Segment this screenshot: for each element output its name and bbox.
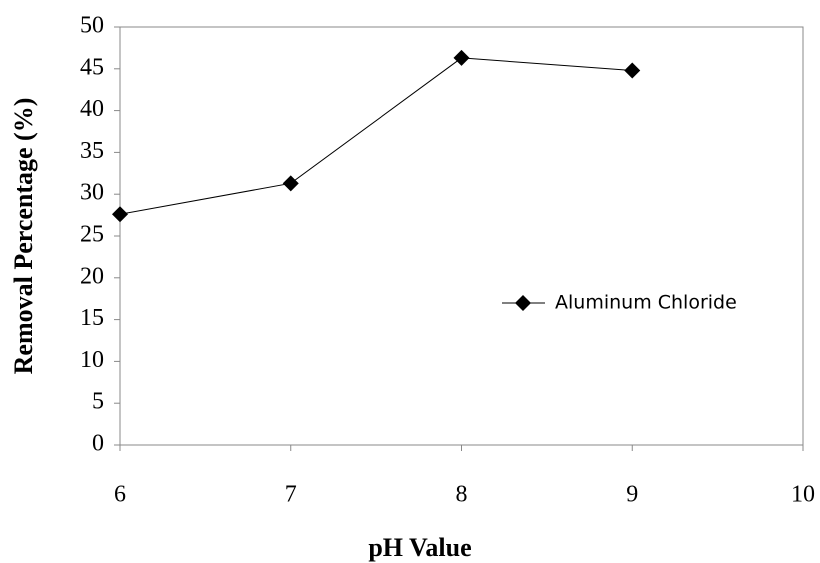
data-point xyxy=(453,49,470,66)
y-tick-label: 20 xyxy=(80,263,104,289)
y-tick-label: 50 xyxy=(80,13,104,39)
y-tick-label: 25 xyxy=(80,222,104,248)
legend-marker xyxy=(515,295,531,311)
x-tick-label: 10 xyxy=(791,482,815,508)
y-tick-label: 15 xyxy=(80,305,104,331)
data-point xyxy=(282,175,299,192)
y-tick-label: 5 xyxy=(92,389,104,415)
series-line xyxy=(119,57,633,215)
y-tick-label: 40 xyxy=(80,96,104,122)
y-tick-label: 35 xyxy=(80,138,104,164)
x-tick-label: 9 xyxy=(626,482,638,508)
legend-label: Aluminum Chloride xyxy=(555,292,737,314)
x-tick-label: 6 xyxy=(114,482,126,508)
y-tick-label: 45 xyxy=(80,54,104,80)
y-tick-label: 10 xyxy=(80,347,104,373)
x-axis-title: pH Value xyxy=(368,533,471,562)
x-tick-label: 7 xyxy=(285,482,297,508)
plot-frame xyxy=(119,26,804,446)
data-point xyxy=(112,206,128,223)
y-tick-label: 30 xyxy=(80,180,104,206)
y-tick-label: 0 xyxy=(92,431,104,457)
data-point xyxy=(624,62,641,79)
y-axis-title: Removal Percentage (%) xyxy=(9,98,38,375)
x-tick-label: 8 xyxy=(456,482,468,508)
